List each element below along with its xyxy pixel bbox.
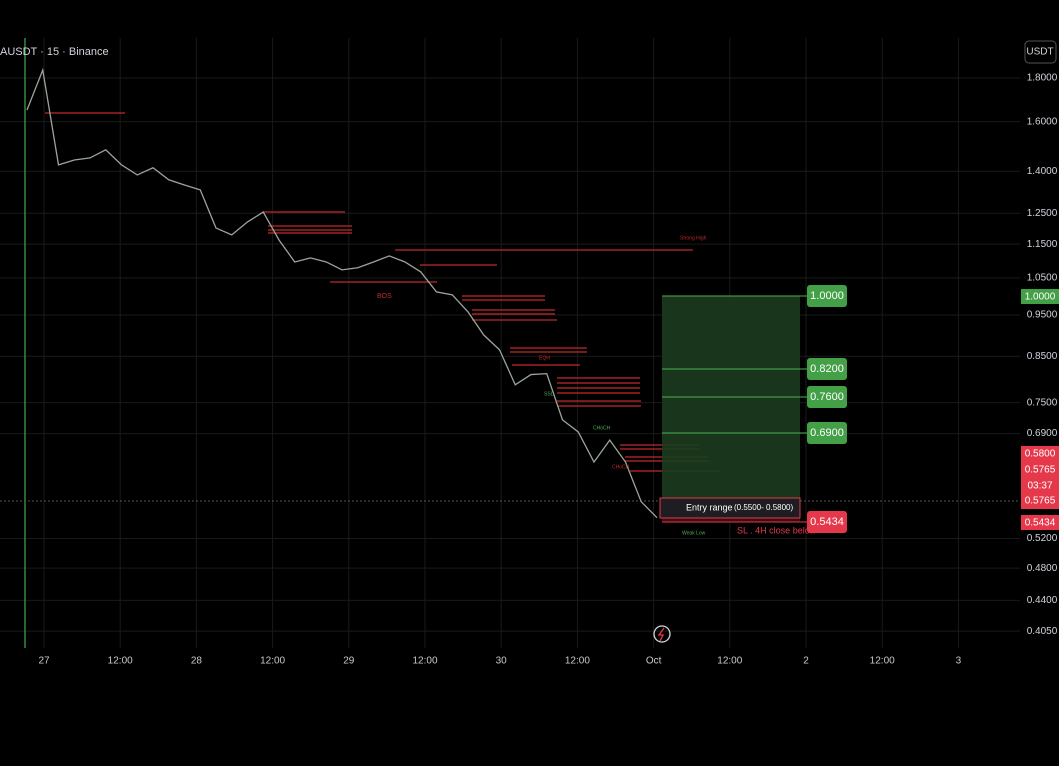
y-tick-label: 0.8500 — [1027, 351, 1058, 362]
target-box — [807, 358, 847, 380]
annotation: BOS — [377, 293, 392, 300]
x-tick-label: 12:00 — [565, 656, 590, 667]
annotation: Strong High — [680, 235, 707, 241]
price-badge: 0.5434 — [1025, 518, 1056, 529]
badge-bg — [1021, 289, 1059, 304]
x-tick-label: Oct — [646, 656, 662, 667]
stop-label: 0.5434 — [810, 516, 844, 528]
stop-note: SL . 4H close below — [737, 525, 817, 535]
x-tick-label: 2 — [803, 656, 809, 667]
event-icon-bolt — [657, 627, 665, 642]
annotation: CHoCH — [612, 464, 630, 470]
y-tick-label: 1.4000 — [1027, 166, 1058, 177]
entry-label: Entry range — [686, 502, 733, 512]
entry-range: (0.5500- 0.5800) — [734, 503, 793, 512]
y-tick-label: 1.2500 — [1027, 208, 1058, 219]
y-tick-label: 0.7500 — [1027, 397, 1058, 408]
badge-bg — [1021, 515, 1059, 530]
annotation: CHoCH — [593, 425, 611, 431]
y-tick-label: 0.6900 — [1027, 428, 1058, 439]
target-label: 0.8200 — [810, 363, 844, 375]
x-tick-label: 12:00 — [260, 656, 285, 667]
targets: 1.0000 0.8200 0.7600 0.6900 0.5434 — [807, 285, 847, 533]
price-line — [26, 67, 658, 519]
target-box — [807, 422, 847, 444]
y-tick-label: 1.1500 — [1027, 239, 1058, 250]
price-badge: 0.5765 — [1025, 465, 1056, 476]
y-tick-label: 1.6000 — [1027, 116, 1058, 127]
y-tick-label: 0.5200 — [1027, 533, 1058, 544]
y-tick-label: 0.9500 — [1027, 310, 1058, 321]
target-box — [807, 285, 847, 307]
target-label: 0.7600 — [810, 391, 844, 403]
price-badge: 1.0000 — [1025, 292, 1056, 303]
zones — [45, 112, 720, 472]
currency-button[interactable] — [1024, 40, 1057, 64]
y-tick-label: 0.4050 — [1027, 626, 1058, 637]
x-tick-label: 3 — [956, 656, 962, 667]
x-tick-label: 12:00 — [412, 656, 437, 667]
target-lines — [662, 295, 808, 434]
entry-box — [659, 497, 801, 519]
x-tick-label: 27 — [38, 656, 50, 667]
y-tick-label: 1.0500 — [1027, 273, 1058, 284]
price-badges: 1.0000 0.5800 0.5765 03:37 0.5765 0.5434 — [1021, 289, 1059, 530]
target-box — [807, 386, 847, 408]
target-label: 0.6900 — [810, 427, 844, 439]
price-badge: 0.5765 — [1025, 496, 1056, 507]
y-tick-label: 0.4400 — [1027, 595, 1058, 606]
x-tick-label: 12:00 — [108, 656, 133, 667]
price-badge: 03:37 — [1027, 481, 1052, 492]
x-tick-label: 12:00 — [717, 656, 742, 667]
grid — [0, 38, 1020, 648]
x-tick-label: 30 — [496, 656, 508, 667]
target-label: 1.0000 — [810, 290, 844, 302]
y-tick-label: 1.8000 — [1027, 73, 1058, 84]
price-badge: 0.5800 — [1025, 449, 1056, 460]
stop-box — [807, 511, 847, 533]
symbol-title[interactable]: AUSDT · 15 · Binance — [0, 46, 109, 58]
x-tick-label: 29 — [343, 656, 355, 667]
annotation: Weak Low — [682, 530, 706, 536]
event-icon[interactable] — [653, 625, 671, 643]
annotation: SSL — [544, 391, 554, 397]
y-tick-label: 0.4800 — [1027, 563, 1058, 574]
x-tick-label: 12:00 — [870, 656, 895, 667]
currency-label[interactable]: USDT — [1026, 47, 1053, 58]
x-tick-label: 28 — [191, 656, 203, 667]
annotation: EQH — [539, 355, 550, 361]
badge-bg — [1021, 446, 1059, 509]
